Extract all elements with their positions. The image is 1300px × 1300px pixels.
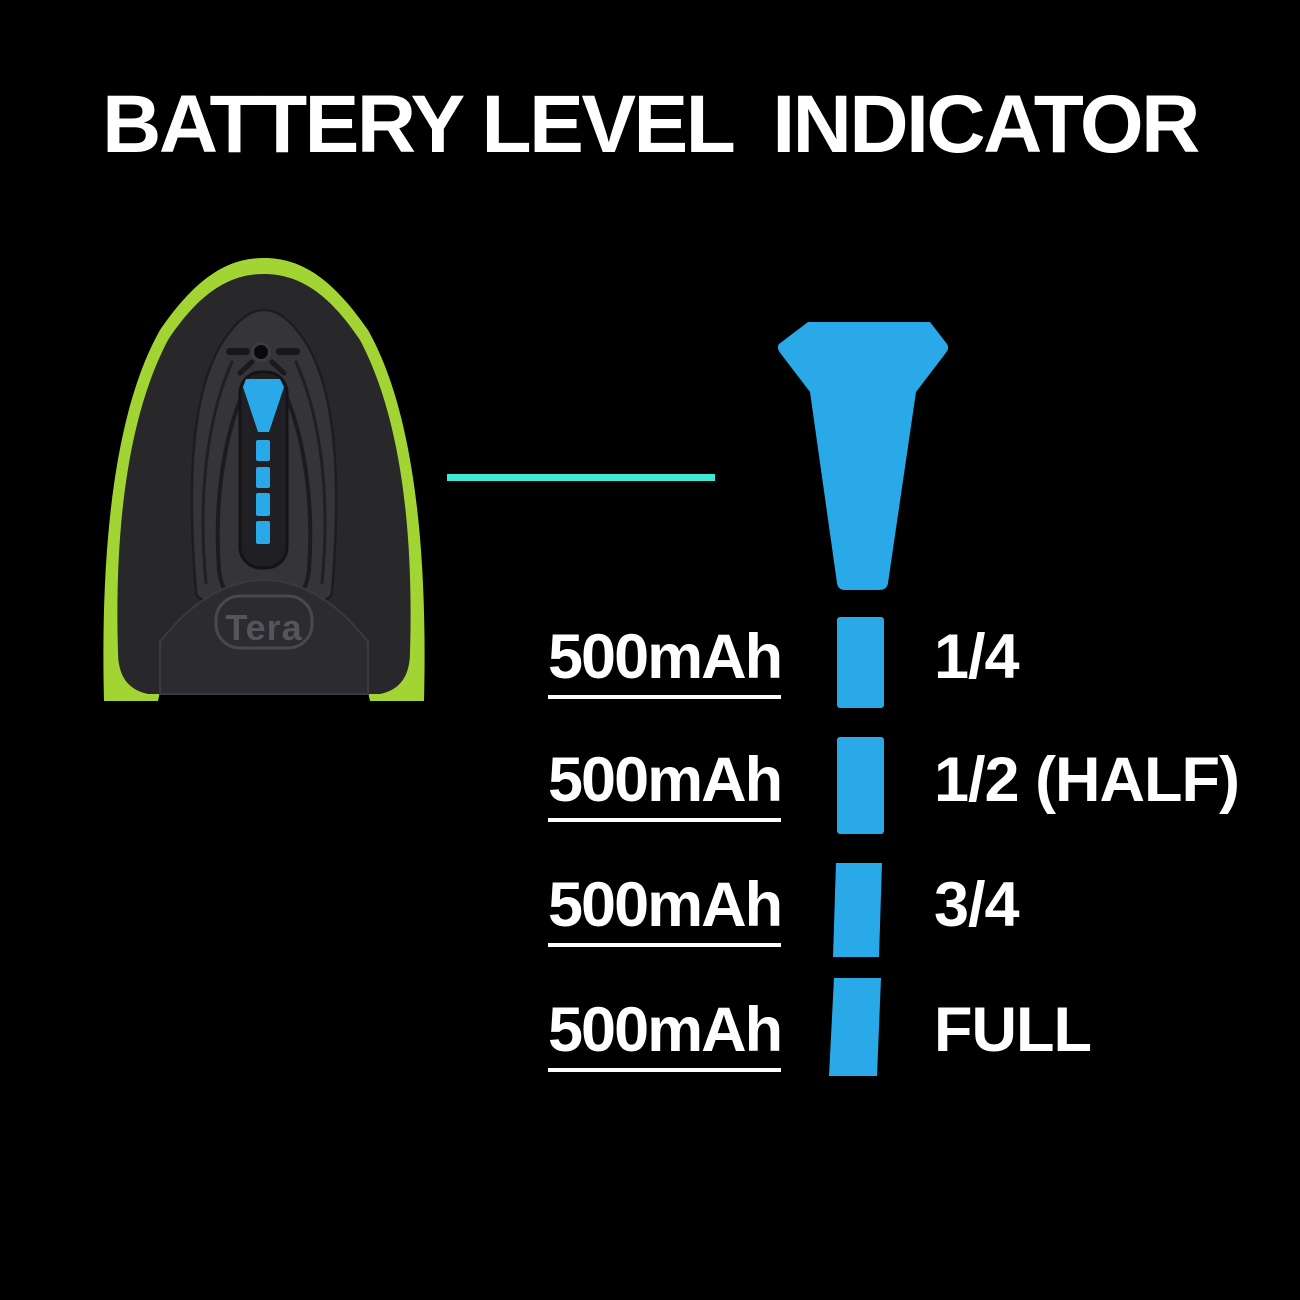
capacity-label: 500mAh xyxy=(548,874,783,947)
device-gauge-segment xyxy=(256,440,270,461)
indicator-segment-1 xyxy=(837,617,884,708)
crease-line-outer-left xyxy=(201,360,234,585)
level-label: 3/4 xyxy=(934,870,1020,940)
vent-dash-left xyxy=(237,359,255,376)
vent-slot-right xyxy=(276,348,300,355)
battery-row-quarter: 500mAh 1/4 xyxy=(0,626,1300,704)
capacity-label: 500mAh xyxy=(548,999,783,1072)
vent-slot-left xyxy=(226,348,250,355)
bottom-plate xyxy=(159,578,369,695)
capacity-label: 500mAh xyxy=(548,749,783,822)
crease-line-outer-right xyxy=(294,360,327,585)
brand-badge xyxy=(214,594,314,650)
device-gauge-segment xyxy=(256,521,270,544)
brand-label: Tera xyxy=(225,607,302,648)
capacity-label: 500mAh xyxy=(548,626,783,699)
scanner-illustration: Tera xyxy=(103,258,425,701)
battery-row-three-quarter: 500mAh 3/4 xyxy=(0,874,1300,952)
indicator-segment-4 xyxy=(829,978,881,1076)
level-label: 1/4 xyxy=(934,622,1020,692)
level-label: FULL xyxy=(934,995,1092,1065)
device-gauge-funnel xyxy=(243,379,284,432)
indicator-segment-3 xyxy=(833,863,882,957)
battery-row-half: 500mAh 1/2 (HALF) xyxy=(0,749,1300,827)
connector-line xyxy=(447,474,715,481)
device-gauge-segment xyxy=(256,467,270,488)
level-label: 1/2 (HALF) xyxy=(934,745,1240,815)
indicator-segment-2 xyxy=(837,737,884,834)
battery-indicator-graphic xyxy=(777,322,949,1076)
vent-dash-right xyxy=(269,359,287,376)
page-title: BATTERY LEVEL INDICATOR xyxy=(102,79,1200,170)
battery-gauge-device xyxy=(243,379,284,544)
beeper-hole-icon xyxy=(254,345,268,359)
device-gauge-segment xyxy=(256,493,270,516)
indicator-funnel xyxy=(777,322,949,590)
battery-row-full: 500mAh FULL xyxy=(0,999,1300,1077)
